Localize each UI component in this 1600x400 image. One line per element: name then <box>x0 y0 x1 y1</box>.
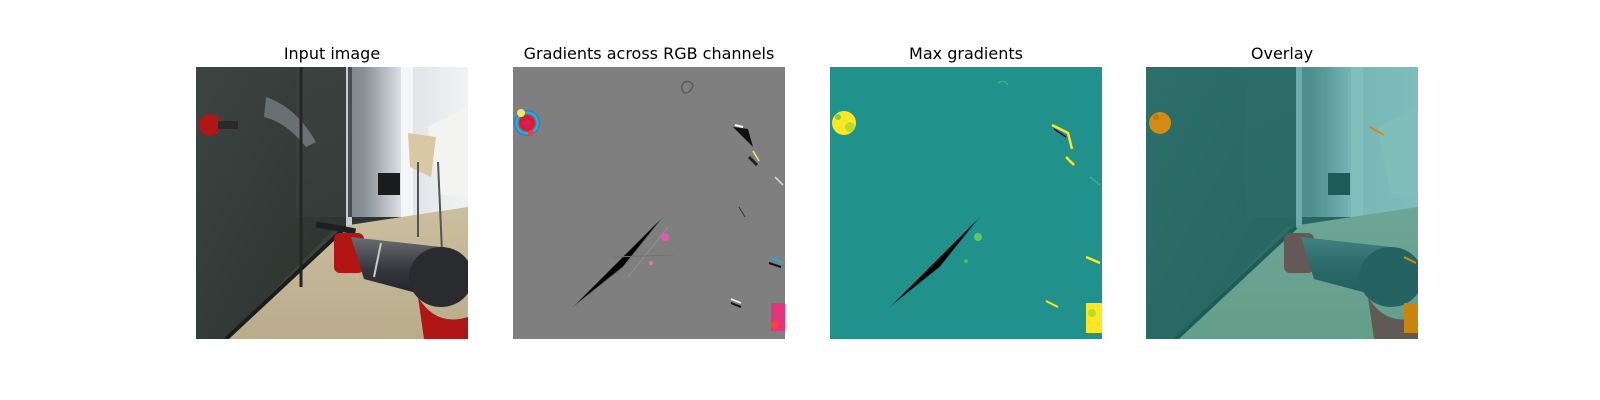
panel-title: Overlay <box>1250 44 1314 63</box>
panel-max-gradients: Max gradients <box>830 0 1102 400</box>
panel-input-image: Input image <box>196 0 468 400</box>
panel-title: Gradients across RGB channels <box>523 44 775 63</box>
panel-title: Input image <box>283 44 381 63</box>
rgb-gradient-map <box>513 67 785 339</box>
panel-rgb-gradients: Gradients across RGB channels <box>513 0 785 400</box>
robot-arm-scene-photo <box>196 67 468 339</box>
panel-title: Max gradients <box>909 44 1023 63</box>
gradient-overlay-photo <box>1146 67 1418 339</box>
panel-overlay: Overlay <box>1146 0 1418 400</box>
max-gradient-heatmap <box>830 67 1102 339</box>
